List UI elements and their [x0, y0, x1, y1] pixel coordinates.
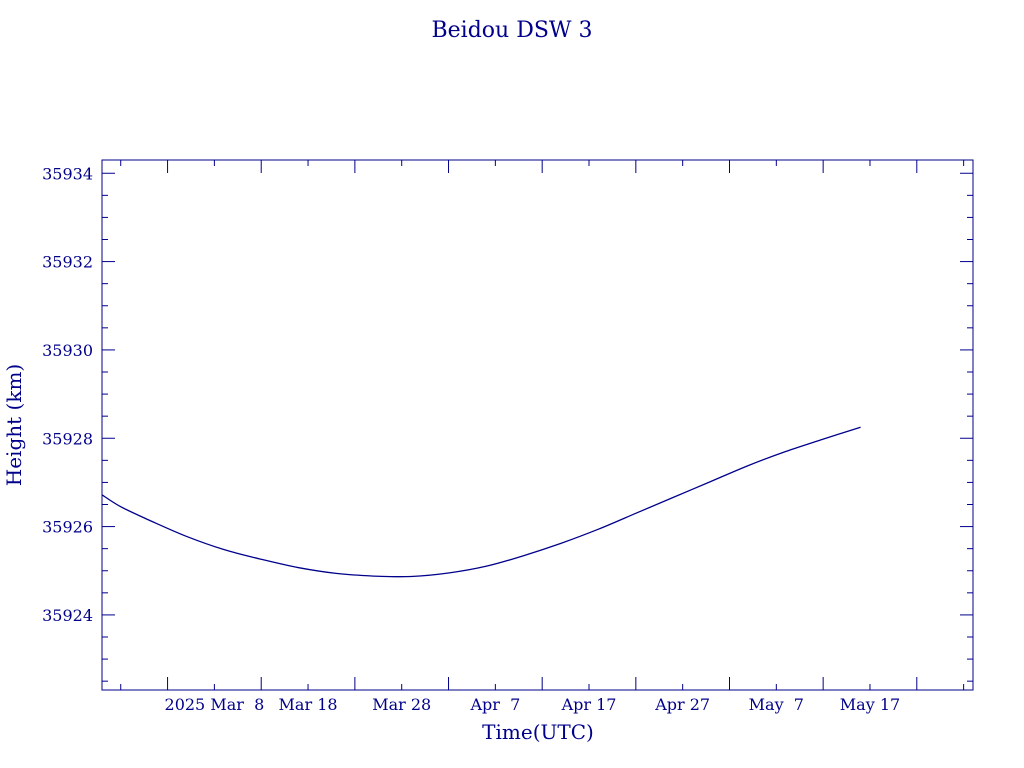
chart-title: Beidou DSW 3 — [431, 18, 592, 43]
y-axis-label: Height (km) — [2, 364, 26, 486]
y-tick-label: 35932 — [42, 253, 93, 272]
y-tick-label: 35924 — [42, 606, 93, 625]
x-tick-label: 2025 Mar 8 — [165, 695, 265, 714]
x-tick-label: Apr 27 — [654, 695, 710, 714]
y-tick-label: 35930 — [42, 341, 93, 360]
x-axis-label: Time(UTC) — [482, 720, 594, 744]
y-tick-label: 35928 — [42, 429, 93, 448]
series-line — [101, 426, 861, 578]
x-tick-label: Mar 28 — [372, 695, 431, 714]
x-axis: 2025 Mar 8 Mar 18 Mar 28 Apr 7 Apr 17 Apr 27 M… — [120, 160, 965, 714]
x-tick-label: Mar 18 — [279, 695, 338, 714]
y-axis: 35924 35926 35928 35930 35932 35934 — [42, 164, 973, 682]
x-tick-label: Apr 7 — [469, 695, 520, 714]
x-tick-label: Apr 17 — [561, 695, 617, 714]
plot-frame — [101, 159, 974, 691]
x-tick-label: May 7 — [749, 695, 804, 714]
y-tick-label: 35926 — [42, 518, 93, 537]
x-tick-label: May 17 — [840, 695, 900, 714]
y-tick-label: 35934 — [42, 164, 93, 183]
